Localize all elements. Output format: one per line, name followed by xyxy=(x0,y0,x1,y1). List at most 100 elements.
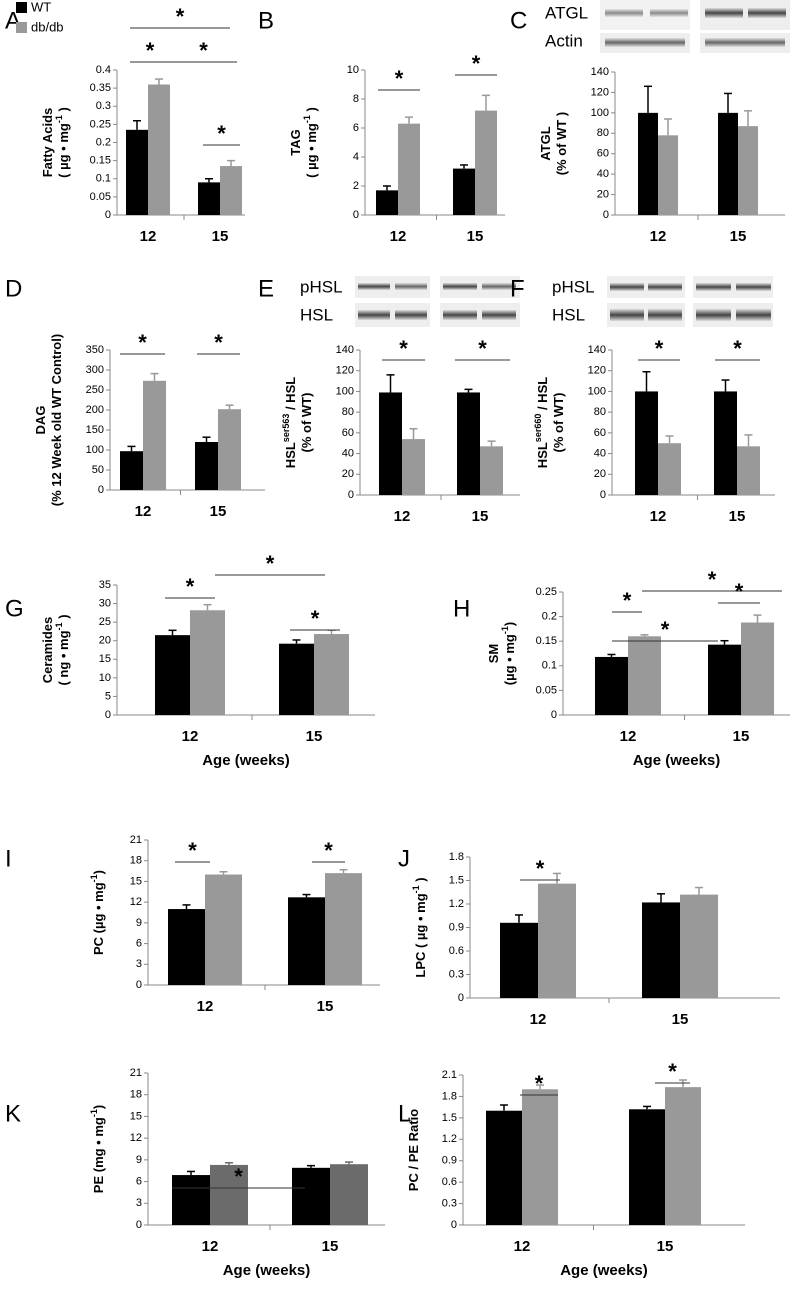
y-tick-label: 20 xyxy=(99,635,111,647)
y-tick-label: 6 xyxy=(353,122,359,134)
significance-label: * xyxy=(266,551,275,576)
y-axis-label-part: -1 xyxy=(54,622,64,630)
bar xyxy=(190,610,225,715)
y-axis-label: SM xyxy=(486,644,501,664)
x-tick-label: 15 xyxy=(467,228,484,245)
y-tick-label: 0.25 xyxy=(90,118,111,130)
blot-band xyxy=(650,9,688,17)
y-tick-label: 18 xyxy=(130,855,142,867)
y-tick-label: 20 xyxy=(597,188,609,200)
blot-band xyxy=(696,283,731,291)
y-tick-label: 5 xyxy=(105,690,111,702)
y-tick-label: 60 xyxy=(597,148,609,160)
significance-label: * xyxy=(478,336,487,361)
y-tick-label: 21 xyxy=(130,834,142,846)
bar xyxy=(629,1109,665,1225)
blot-band xyxy=(736,283,771,291)
y-axis-label-part: -1 xyxy=(89,1109,99,1117)
x-tick-label: 12 xyxy=(650,508,667,525)
bar xyxy=(642,902,680,998)
y-axis-label: PE (mg • mg-1) xyxy=(89,1105,106,1193)
blot-label: HSL xyxy=(300,305,333,324)
y-tick-label: 60 xyxy=(594,427,606,439)
y-axis-label: (% 12 Week old WT Control) xyxy=(49,334,64,506)
y-tick-label: 50 xyxy=(92,464,104,476)
blot-band xyxy=(395,310,427,320)
bar xyxy=(737,446,760,495)
blot-bg xyxy=(440,276,520,298)
bar xyxy=(198,182,220,215)
bar xyxy=(457,392,480,495)
y-tick-label: 1.5 xyxy=(449,874,464,886)
y-tick-label: 0 xyxy=(348,489,354,501)
significance-label: * xyxy=(655,336,664,361)
y-tick-label: 18 xyxy=(130,1089,142,1101)
blot-band xyxy=(736,309,771,321)
bar xyxy=(714,391,737,495)
bar xyxy=(718,112,738,215)
y-tick-label: 12 xyxy=(130,1132,142,1144)
bar xyxy=(279,643,314,715)
blot-band xyxy=(648,309,682,321)
y-axis-label: ( ng • mg-1 ) xyxy=(54,614,71,685)
y-axis-label: (% of WT) xyxy=(551,393,566,453)
y-axis-label: (% of WT) xyxy=(299,393,314,453)
bar xyxy=(398,123,420,215)
y-tick-label: 1.8 xyxy=(442,1090,457,1102)
y-tick-label: 120 xyxy=(336,365,354,377)
y-tick-label: 40 xyxy=(597,168,609,180)
y-tick-label: 0.9 xyxy=(449,921,464,933)
y-axis-label-part: Ceramides xyxy=(40,617,55,683)
y-tick-label: 15 xyxy=(99,653,111,665)
y-tick-label: 6 xyxy=(136,1175,142,1187)
blot-band xyxy=(358,310,390,320)
blot-bg xyxy=(693,276,773,298)
y-axis-label-part: ) xyxy=(56,107,71,115)
y-tick-label: 8 xyxy=(353,93,359,105)
x-axis-label: Age (weeks) xyxy=(223,1262,311,1279)
y-axis-label-part: ) xyxy=(91,1105,106,1109)
y-tick-label: 0.6 xyxy=(442,1176,457,1188)
blot-label: pHSL xyxy=(300,277,343,296)
panel-label: B xyxy=(258,7,274,34)
y-axis-label-part: (% of WT) xyxy=(551,393,566,453)
x-tick-label: 15 xyxy=(672,1011,689,1028)
x-tick-label: 12 xyxy=(514,1238,531,1255)
y-tick-label: 80 xyxy=(342,406,354,418)
y-tick-label: 100 xyxy=(336,385,354,397)
panel-label: H xyxy=(453,595,470,622)
bar xyxy=(635,391,658,495)
bar xyxy=(665,1087,701,1225)
y-axis-label: DAG xyxy=(33,406,48,435)
bar xyxy=(522,1089,558,1225)
blot-band xyxy=(482,310,516,320)
y-tick-label: 150 xyxy=(86,424,104,436)
bar xyxy=(402,439,425,495)
y-tick-label: 0.15 xyxy=(536,635,557,647)
bar xyxy=(210,1164,248,1225)
y-tick-label: 15 xyxy=(130,875,142,887)
significance-label: * xyxy=(199,38,208,63)
y-axis-label-part: HSL xyxy=(535,442,550,468)
significance-label: * xyxy=(536,856,545,881)
x-tick-label: 12 xyxy=(135,503,152,520)
panel-label: C xyxy=(510,7,527,34)
y-tick-label: 0 xyxy=(105,209,111,221)
bar xyxy=(195,442,218,490)
y-tick-label: 0 xyxy=(600,489,606,501)
panel-label: I xyxy=(5,845,12,872)
x-tick-label: 12 xyxy=(390,228,407,245)
bar xyxy=(168,909,205,985)
x-axis-label: Age (weeks) xyxy=(633,752,721,769)
y-tick-label: 100 xyxy=(591,107,609,119)
bar xyxy=(205,874,242,985)
y-tick-label: 0.6 xyxy=(449,945,464,957)
x-tick-label: 15 xyxy=(657,1238,674,1255)
blot-label: HSL xyxy=(552,305,585,324)
y-tick-label: 140 xyxy=(591,66,609,78)
blot-band xyxy=(610,283,644,291)
y-tick-label: 0.3 xyxy=(449,968,464,980)
bar xyxy=(325,873,362,985)
blot-label: Actin xyxy=(545,31,583,50)
